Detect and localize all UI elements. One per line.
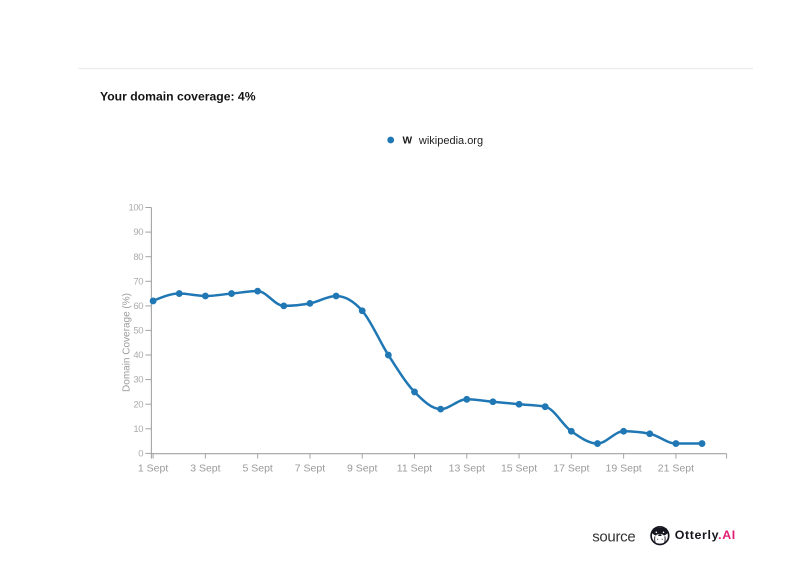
svg-text:17 Sept: 17 Sept — [553, 462, 589, 474]
svg-text:21 Sept: 21 Sept — [658, 462, 694, 474]
svg-text:20: 20 — [133, 399, 143, 410]
svg-text:0: 0 — [138, 449, 143, 460]
svg-text:80: 80 — [133, 252, 143, 263]
svg-text:Your domain coverage: 4%: Your domain coverage: 4% — [100, 90, 256, 104]
svg-text:19 Sept: 19 Sept — [606, 462, 642, 474]
svg-text:W: W — [402, 135, 412, 146]
svg-text:15 Sept: 15 Sept — [501, 462, 537, 474]
svg-text:30: 30 — [133, 375, 143, 386]
svg-text:9 Sept: 9 Sept — [347, 462, 377, 474]
svg-text:90: 90 — [133, 227, 143, 238]
svg-text:100: 100 — [129, 203, 144, 214]
svg-text:Otterly.AI: Otterly.AI — [675, 528, 736, 542]
svg-text:1 Sept: 1 Sept — [138, 462, 168, 474]
svg-text:7 Sept: 7 Sept — [295, 462, 325, 474]
svg-text:60: 60 — [133, 301, 143, 312]
svg-text:wikipedia.org: wikipedia.org — [418, 135, 483, 147]
svg-text:40: 40 — [133, 350, 143, 361]
svg-text:3 Sept: 3 Sept — [190, 462, 220, 474]
svg-text:13 Sept: 13 Sept — [449, 462, 485, 474]
svg-text:10: 10 — [133, 424, 143, 435]
svg-text:70: 70 — [133, 276, 143, 287]
svg-text:5 Sept: 5 Sept — [242, 462, 272, 474]
svg-text:50: 50 — [133, 326, 143, 337]
svg-text:11 Sept: 11 Sept — [397, 462, 432, 474]
svg-text:Domain Coverage (%): Domain Coverage (%) — [122, 293, 133, 392]
svg-text:source: source — [592, 529, 635, 546]
